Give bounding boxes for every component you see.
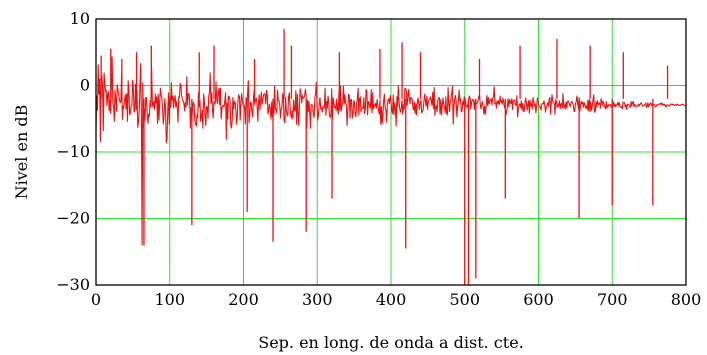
x-tick-label-100: 100: [154, 290, 185, 309]
plot-frame: [95, 18, 687, 286]
series-trace: [95, 56, 686, 246]
y-tick-label--20: −20: [56, 209, 90, 228]
x-tick-label-600: 600: [523, 290, 554, 309]
series-line: [95, 28, 686, 285]
x-axis-ticks: 0 100 200 300 400 500 600 700 800: [91, 290, 701, 309]
x-tick-label-800: 800: [671, 290, 702, 309]
y-tick-label-10: 10: [70, 9, 90, 28]
y-axis-ticks: 10 0 −10 −20 −30: [56, 9, 90, 294]
y-tick-label--10: −10: [56, 142, 90, 161]
y-tick-label--30: −30: [56, 275, 90, 294]
x-tick-label-400: 400: [376, 290, 407, 309]
x-tick-label-300: 300: [302, 290, 333, 309]
x-tick-label-700: 700: [597, 290, 628, 309]
y-axis-label: Nivel en dB: [12, 105, 31, 200]
grid: [96, 19, 686, 285]
x-tick-label-200: 200: [228, 290, 259, 309]
x-tick-label-500: 500: [449, 290, 480, 309]
x-tick-label-0: 0: [91, 290, 101, 309]
y-tick-label-0: 0: [80, 76, 90, 95]
x-axis-label: Sep. en long. de onda a dist. cte.: [258, 333, 524, 352]
